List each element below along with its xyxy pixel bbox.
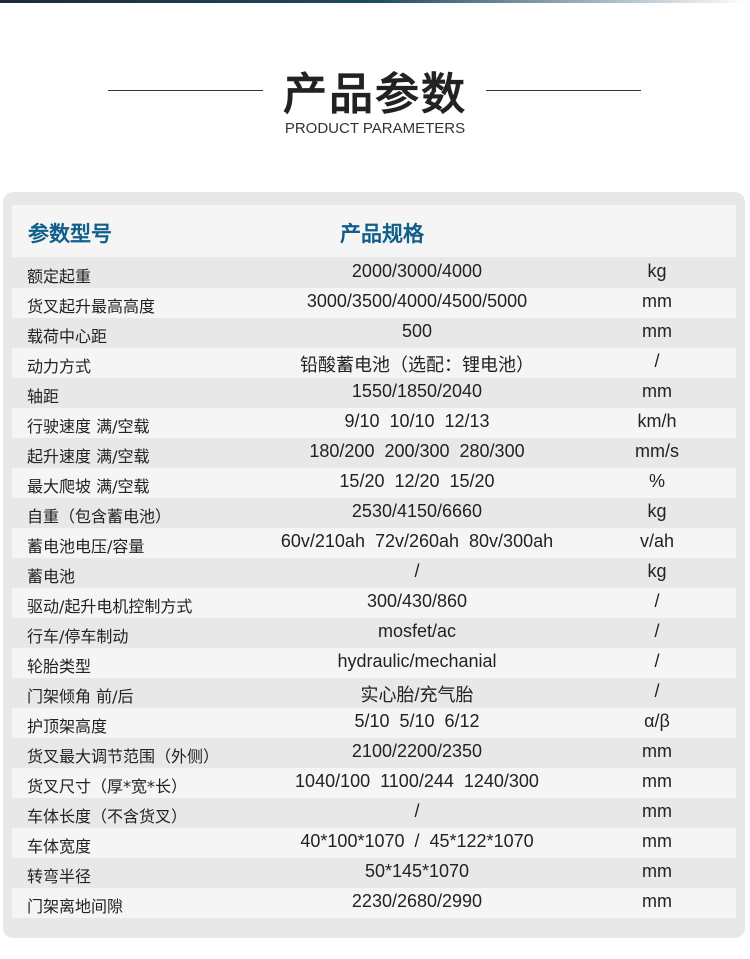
table-row: 转弯半径 50*145*1070 mm: [12, 858, 736, 888]
table-row: 车体长度（不含货叉） / mm: [12, 798, 736, 828]
table-row: 护顶架高度 5/10 5/10 6/12 α/β: [12, 708, 736, 738]
page-title: 产品参数: [283, 69, 467, 120]
unit-cell: mm: [642, 831, 672, 851]
table-header: 参数型号 产品规格: [12, 205, 736, 257]
unit-cell: kg: [647, 501, 667, 521]
spec-cell: /: [414, 801, 420, 821]
spec-table: 参数型号 产品规格 额定起重 2000/3000/4000 kg 货叉起升最高高度 30…: [3, 192, 745, 938]
table-row: 门架离地间隙 2230/2680/2990 mm: [12, 888, 736, 918]
spec-cell: 60v/210ah 72v/260ah 80v/300ah: [280, 531, 554, 551]
unit-cell: /: [654, 651, 660, 671]
table-row: 行车/停车制动 mosfet/ac /: [12, 618, 736, 648]
header-param: 参数型号: [28, 222, 112, 246]
unit-cell: mm/s: [635, 441, 679, 461]
unit-cell: v/ah: [639, 531, 675, 551]
table-row: 车体宽度 40*100*1070 / 45*122*1070 mm: [12, 828, 736, 858]
unit-cell: kg: [647, 261, 667, 281]
table-row: 起升速度 满/空载 180/200 200/300 280/300 mm/s: [12, 438, 736, 468]
spec-cell: 40*100*1070 / 45*122*1070: [300, 831, 534, 851]
spec-cell: mosfet/ac: [377, 621, 457, 641]
spec-cell: 50*145*1070: [364, 861, 470, 881]
table-row: 蓄电池 / kg: [12, 558, 736, 588]
param-cell: 蓄电池: [27, 567, 76, 586]
param-cell: 驱动/起升电机控制方式: [27, 597, 193, 616]
spec-cell: 180/200 200/300 280/300: [309, 441, 525, 461]
param-cell: 载荷中心距: [27, 327, 108, 346]
unit-cell: km/h: [637, 411, 677, 431]
param-cell: 护顶架高度: [27, 717, 108, 736]
param-cell: 最大爬坡 满/空载: [27, 477, 150, 496]
table-row: 最大爬坡 满/空载 15/20 12/20 15/20%: [12, 468, 736, 498]
param-cell: 转弯半径: [27, 867, 92, 886]
param-cell: 货叉尺寸（厚*宽*长）: [27, 777, 188, 796]
param-cell: 额定起重: [27, 267, 92, 286]
table-row: 门架倾角 前/后 实心胎/充气胎 /: [12, 678, 736, 708]
table-body: 额定起重 2000/3000/4000 kg 货叉起升最高高度 3000/3500/40…: [12, 258, 736, 918]
unit-cell: mm: [642, 291, 672, 311]
table-row: 货叉尺寸（厚*宽*长） 1040/100 1100/244 1240/300 mm: [12, 768, 736, 798]
param-cell: 货叉最大调节范围（外侧）: [27, 747, 220, 766]
page-subtitle: PRODUCT PARAMETERS: [284, 120, 466, 137]
table-row: 轮胎类型 hydraulic/mechanial /: [12, 648, 736, 678]
spec-cell: /: [414, 561, 420, 581]
table-row: 额定起重 2000/3000/4000 kg: [12, 258, 736, 288]
param-cell: 门架倾角 前/后: [27, 687, 134, 706]
table-row: 自重（包含蓄电池） 2530/4150/6660 kg: [12, 498, 736, 528]
unit-cell: mm: [642, 381, 672, 401]
spec-cell: 300/430/860: [366, 591, 468, 611]
table-row: 轴距 1550/1850/2040 mm: [12, 378, 736, 408]
table-row: 货叉最大调节范围（外侧） 2100/2200/2350 mm: [12, 738, 736, 768]
unit-cell: mm: [642, 891, 672, 911]
unit-cell: mm: [642, 741, 672, 761]
spec-cell: 2530/4150/6660: [351, 501, 483, 521]
param-cell: 起升速度 满/空载: [27, 447, 150, 466]
table-row: 货叉起升最高高度 3000/3500/4000/4500/5000 mm: [12, 288, 736, 318]
unit-cell: mm: [642, 321, 672, 341]
spec-cell: 500: [401, 321, 433, 341]
table-row: 行驶速度 满/空载 9/10 10/10 12/13 km/h: [12, 408, 736, 438]
param-cell: 车体宽度: [27, 837, 92, 856]
spec-cell: 1040/100 1100/244 1240/300: [295, 771, 539, 791]
unit-cell: /: [654, 681, 660, 701]
table-row: 载荷中心距 500 mm: [12, 318, 736, 348]
title-divider-right: [486, 90, 641, 91]
unit-cell: kg: [647, 561, 667, 581]
spec-cell: 5/10 5/10 6/12: [354, 711, 480, 731]
spec-cell: 实心胎/充气胎: [360, 685, 474, 705]
unit-cell: α/β: [644, 711, 670, 731]
spec-cell: 3000/3500/4000/4500/5000: [306, 291, 528, 311]
spec-cell: 2100/2200/2350: [351, 741, 483, 761]
param-cell: 轴距: [27, 387, 60, 406]
param-cell: 车体长度（不含货叉）: [27, 807, 188, 826]
param-cell: 门架离地间隙: [27, 897, 124, 916]
table-row: 动力方式 铅酸蓄电池（选配：锂电池） /: [12, 348, 736, 378]
unit-cell: mm: [642, 801, 672, 821]
spec-cell: 15/20 12/20 15/20: [339, 471, 495, 491]
table-row: 蓄电池电压/容量 60v/210ah 72v/260ah 80v/300ah v/a…: [12, 528, 736, 558]
spec-cell: hydraulic/mechanial: [337, 651, 497, 671]
spec-cell: 2230/2680/2990: [351, 891, 483, 911]
unit-cell: /: [654, 351, 660, 371]
spec-cell: 1550/1850/2040: [351, 381, 483, 401]
unit-cell: /: [654, 621, 660, 641]
param-cell: 动力方式: [27, 357, 92, 376]
unit-cell: mm: [642, 861, 672, 881]
param-cell: 蓄电池电压/容量: [27, 537, 145, 556]
param-cell: 行车/停车制动: [27, 627, 129, 646]
param-cell: 货叉起升最高高度: [27, 297, 156, 316]
param-cell: 轮胎类型: [27, 657, 92, 676]
unit-cell: /: [654, 591, 660, 611]
title-divider-left: [108, 90, 263, 91]
unit-cell: %: [648, 471, 665, 491]
header-spec: 产品规格: [340, 222, 424, 246]
spec-cell: 2000/3000/4000: [351, 261, 483, 281]
top-accent-bar: [0, 0, 750, 3]
unit-cell: mm: [642, 771, 672, 791]
table-row: 驱动/起升电机控制方式 300/430/860 /: [12, 588, 736, 618]
spec-cell: 铅酸蓄电池（选配：锂电池）: [300, 355, 534, 375]
param-cell: 行驶速度 满/空载: [27, 417, 150, 436]
param-cell: 自重（包含蓄电池）: [27, 507, 172, 526]
spec-cell: 9/10 10/10 12/13: [344, 411, 490, 431]
